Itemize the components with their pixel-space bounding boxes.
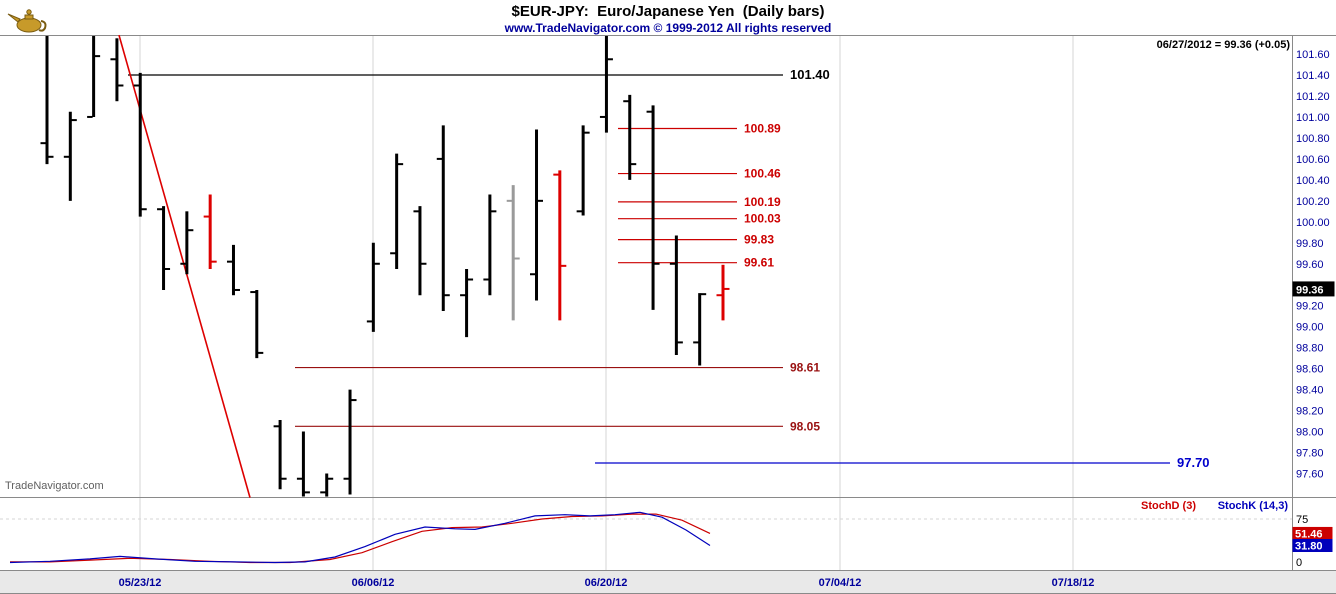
svg-text:99.00: 99.00 bbox=[1296, 322, 1324, 334]
svg-text:101.60: 101.60 bbox=[1296, 49, 1330, 61]
svg-text:99.36: 99.36 bbox=[1296, 284, 1324, 296]
ohlc-bar bbox=[669, 235, 683, 355]
stochk-value-badge bbox=[1292, 538, 1333, 552]
svg-text:98.60: 98.60 bbox=[1296, 364, 1324, 376]
ohlc-bar bbox=[40, 36, 54, 165]
ohlc-bar bbox=[180, 211, 194, 275]
svg-text:100.20: 100.20 bbox=[1296, 196, 1330, 208]
ohlc-bar bbox=[296, 431, 310, 497]
ohlc-bar bbox=[716, 264, 730, 321]
svg-text:100.40: 100.40 bbox=[1296, 175, 1330, 187]
trendline bbox=[118, 34, 251, 498]
chart-title: $EUR-JPY: Euro/Japanese Yen (Daily bars) bbox=[511, 3, 825, 20]
ohlc-bar bbox=[460, 269, 474, 338]
ohlc-bar bbox=[366, 242, 380, 332]
ohlc-bars bbox=[40, 36, 730, 497]
price-level-lines: 101.40 100.89 100.46 100.19 100.03 99.83 99.61… bbox=[128, 67, 1210, 470]
ohlc-bar bbox=[483, 194, 497, 296]
svg-text:98.00: 98.00 bbox=[1296, 427, 1324, 439]
date-strip bbox=[0, 571, 1336, 594]
ohlc-bar bbox=[646, 105, 660, 310]
stochk-label: StochK (14,3) bbox=[1218, 500, 1289, 512]
ohlc-bar bbox=[87, 36, 101, 118]
ohlc-bar bbox=[110, 38, 124, 102]
svg-text:100.60: 100.60 bbox=[1296, 154, 1330, 166]
svg-text:98.80: 98.80 bbox=[1296, 343, 1324, 355]
ohlc-bar bbox=[133, 72, 147, 217]
svg-text:100.89: 100.89 bbox=[744, 121, 781, 135]
ohlc-bar bbox=[250, 289, 264, 359]
panel-borders bbox=[0, 35, 1336, 594]
svg-text:51.46: 51.46 bbox=[1295, 528, 1323, 540]
ohlc-bar bbox=[63, 111, 77, 201]
ohlc-bar bbox=[320, 473, 334, 497]
svg-text:97.70: 97.70 bbox=[1177, 455, 1210, 470]
ohlc-bar bbox=[530, 129, 544, 301]
ohlc-bar bbox=[157, 206, 171, 290]
svg-text:99.20: 99.20 bbox=[1296, 301, 1324, 313]
stochd-value-badge bbox=[1292, 526, 1333, 540]
price-axis: 101.60 101.40 101.20 101.00 100.80 100.60 100.… bbox=[1292, 49, 1335, 480]
ohlc-bar bbox=[413, 206, 427, 296]
watermark-text: TradeNavigator.com bbox=[5, 480, 104, 492]
ohlc-bar bbox=[436, 125, 450, 311]
svg-text:06/20/12: 06/20/12 bbox=[585, 577, 628, 589]
date-axis: 05/23/12 06/06/12 06/20/12 07/04/12 07/18/12 bbox=[119, 577, 1095, 589]
chart-subtitle: www.TradeNavigator.com © 1999-2012 All r… bbox=[504, 21, 832, 35]
ohlc-bar bbox=[693, 293, 707, 366]
svg-text:100.46: 100.46 bbox=[744, 167, 781, 181]
svg-text:98.20: 98.20 bbox=[1296, 406, 1324, 418]
svg-text:0: 0 bbox=[1296, 557, 1302, 569]
svg-text:75: 75 bbox=[1296, 514, 1308, 526]
stochk-line bbox=[9, 511, 711, 564]
stochd-line bbox=[10, 513, 711, 564]
svg-text:99.80: 99.80 bbox=[1296, 238, 1324, 250]
svg-text:99.60: 99.60 bbox=[1296, 259, 1324, 271]
ohlc-bar bbox=[203, 194, 217, 270]
svg-text:100.80: 100.80 bbox=[1296, 133, 1330, 145]
svg-text:101.40: 101.40 bbox=[790, 67, 830, 82]
svg-text:97.80: 97.80 bbox=[1296, 448, 1324, 460]
svg-text:07/18/12: 07/18/12 bbox=[1052, 577, 1095, 589]
svg-text:100.03: 100.03 bbox=[744, 212, 781, 226]
svg-text:05/23/12: 05/23/12 bbox=[119, 577, 162, 589]
svg-text:07/04/12: 07/04/12 bbox=[819, 577, 862, 589]
genie-lamp-logo-icon bbox=[6, 2, 48, 36]
svg-text:100.19: 100.19 bbox=[744, 195, 781, 209]
ohlc-bar bbox=[599, 36, 613, 133]
gridlines bbox=[0, 36, 1292, 570]
ohlc-bar bbox=[576, 125, 590, 216]
ohlc-bar bbox=[343, 389, 357, 495]
svg-text:101.20: 101.20 bbox=[1296, 91, 1330, 103]
svg-text:98.61: 98.61 bbox=[790, 361, 820, 375]
ohlc-bar bbox=[506, 185, 520, 321]
svg-text:06/06/12: 06/06/12 bbox=[352, 577, 395, 589]
svg-text:99.83: 99.83 bbox=[744, 233, 774, 247]
current-price-badge bbox=[1292, 281, 1335, 297]
svg-text:99.61: 99.61 bbox=[744, 256, 774, 270]
ohlc-bar bbox=[553, 170, 567, 321]
svg-text:97.60: 97.60 bbox=[1296, 468, 1324, 480]
stochd-label: StochD (3) bbox=[1141, 500, 1196, 512]
ohlc-bar bbox=[390, 153, 404, 270]
ohlc-bar bbox=[273, 420, 287, 490]
ohlc-bar bbox=[623, 94, 637, 180]
svg-text:31.80: 31.80 bbox=[1295, 540, 1323, 552]
last-quote-readout: 06/27/2012 = 99.36 (+0.05) bbox=[1156, 39, 1290, 51]
svg-text:101.40: 101.40 bbox=[1296, 70, 1330, 82]
svg-text:101.00: 101.00 bbox=[1296, 112, 1330, 124]
svg-text:98.40: 98.40 bbox=[1296, 385, 1324, 397]
svg-text:100.00: 100.00 bbox=[1296, 217, 1330, 229]
ohlc-bar bbox=[226, 244, 240, 296]
svg-text:98.05: 98.05 bbox=[790, 419, 820, 433]
